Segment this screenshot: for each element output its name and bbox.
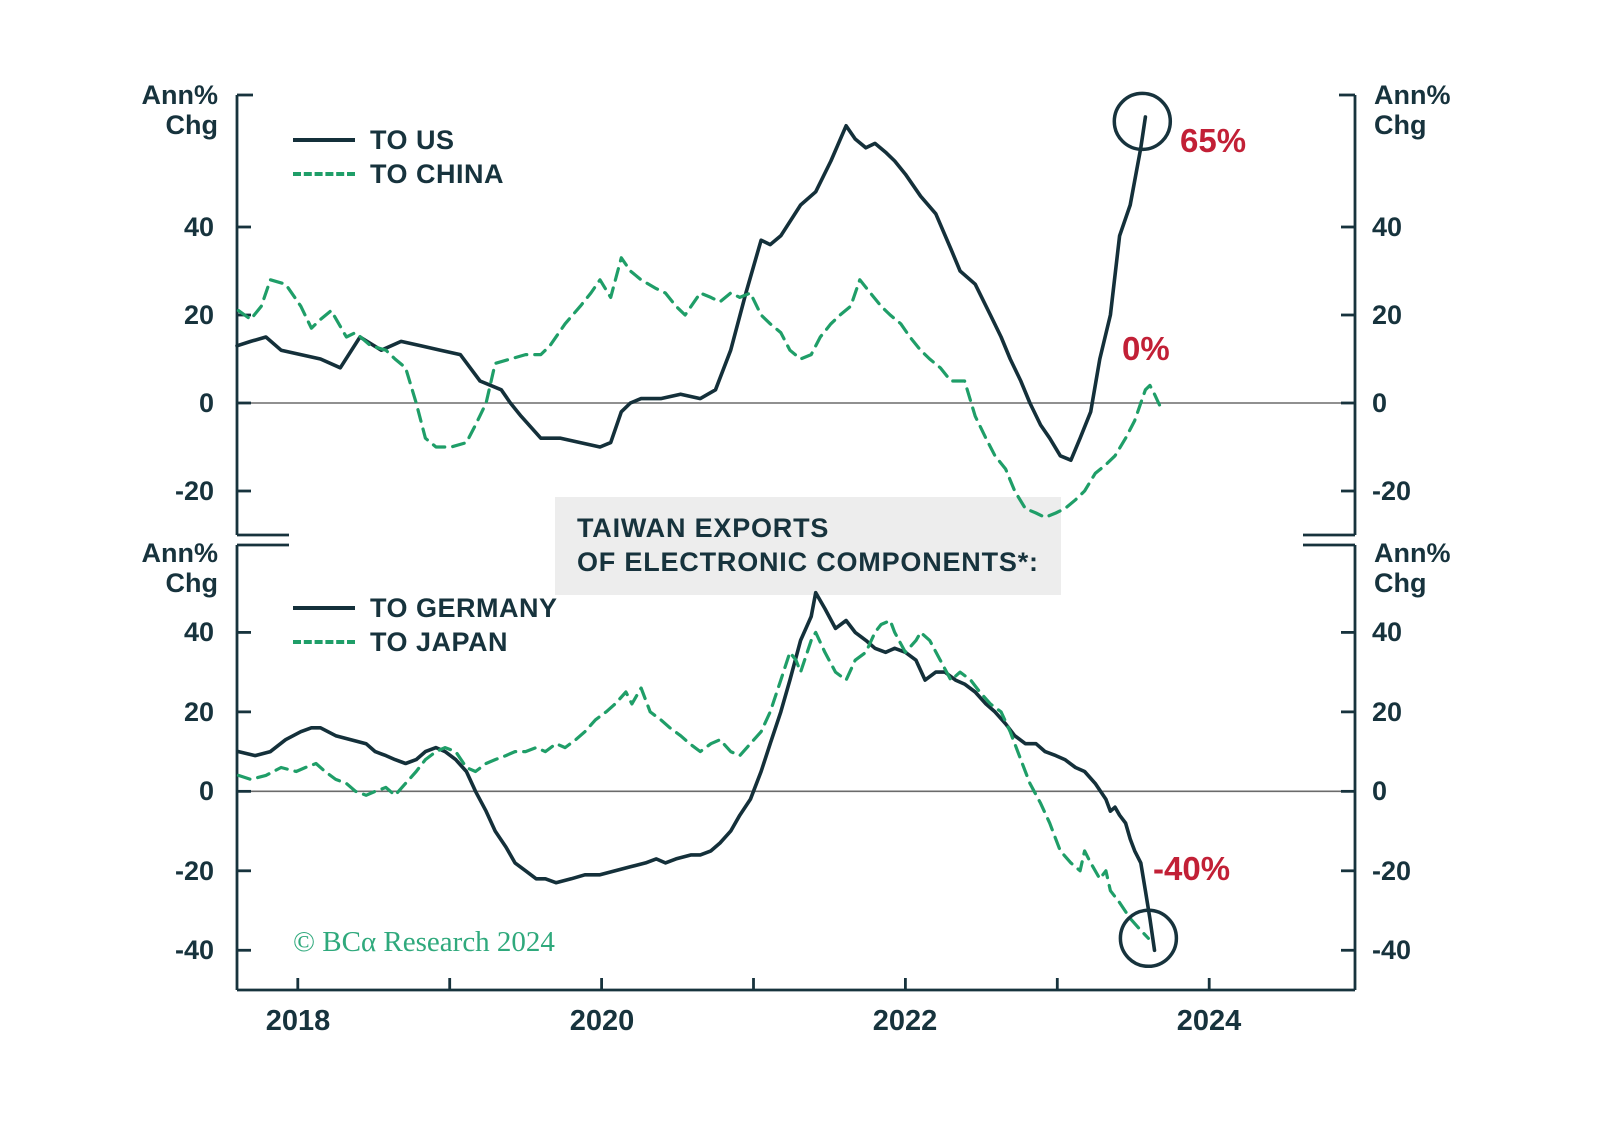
ytick-label: -20	[174, 856, 214, 886]
axis-unit-ann: Ann%	[1374, 538, 1451, 568]
ytick-label: 40	[183, 617, 214, 647]
ytick-label: 40	[183, 212, 214, 242]
ytick-label: 20	[1372, 697, 1403, 727]
ytick-label: 0	[198, 776, 214, 806]
legend-item-to-germany: TO GERMANY	[293, 591, 558, 625]
dashed-line-swatch-icon	[293, 640, 355, 644]
axis-unit-top-right: Ann% Chg	[1374, 80, 1466, 140]
ytick-label: -40	[174, 935, 214, 965]
ytick-label: -40	[1372, 935, 1412, 965]
legend-label: TO US	[370, 124, 455, 155]
series-to-japan	[236, 618, 1151, 940]
annotation-0-percent: 0%	[1122, 330, 1170, 367]
annotation-65-percent: 65%	[1180, 122, 1247, 159]
ytick-label: 0	[1372, 776, 1388, 806]
dashed-line-swatch-icon	[293, 172, 355, 176]
legend-label: TO CHINA	[370, 158, 505, 189]
ytick-label: -20	[1372, 476, 1412, 506]
series-to-china	[236, 256, 1163, 520]
series-to-us	[235, 115, 1148, 463]
xtick-label-2024: 2024	[1176, 1005, 1242, 1037]
axis-unit-ann: Ann%	[141, 80, 219, 110]
annotation-circle	[1118, 908, 1179, 969]
axis-unit-top-left: Ann% Chg	[126, 80, 219, 140]
legend-item-to-japan: TO JAPAN	[293, 625, 558, 659]
ytick-label: 40	[1372, 617, 1403, 647]
bca-research-copyright: © BCα Research 2024	[293, 926, 555, 958]
series-to-germany	[236, 590, 1157, 953]
legend-bottom-panel: TO GERMANY TO JAPAN	[293, 591, 558, 659]
axis-unit-chg: Chg	[1374, 110, 1427, 140]
legend-label: TO GERMANY	[370, 592, 558, 623]
legend-item-to-us: TO US	[293, 123, 504, 157]
axis-unit-chg: Chg	[165, 110, 218, 140]
axis-unit-chg: Chg	[1374, 568, 1427, 598]
legend-label: TO JAPAN	[370, 626, 509, 657]
ytick-label: 20	[183, 697, 214, 727]
panel-top	[235, 91, 1357, 537]
legend-item-to-china: TO CHINA	[293, 157, 504, 191]
ytick-label: 0	[1372, 388, 1388, 418]
axis-unit-chg: Chg	[165, 568, 218, 598]
chart-title: TAIWAN EXPORTS OF ELECTRONIC COMPONENTS*…	[555, 497, 1061, 595]
axis-unit-ann: Ann%	[1374, 80, 1451, 110]
annotation-circle	[1112, 91, 1173, 152]
axis-unit-ann: Ann%	[141, 538, 219, 568]
panel-bottom	[235, 543, 1357, 990]
annotation-minus-40-percent: -40%	[1153, 850, 1231, 887]
ytick-label: 20	[1372, 300, 1403, 330]
xtick-label-2020: 2020	[569, 1005, 635, 1037]
ytick-label: -20	[1372, 856, 1412, 886]
xtick-label-2022: 2022	[872, 1005, 938, 1037]
xtick-label-2018: 2018	[265, 1005, 331, 1037]
legend-top-panel: TO US TO CHINA	[293, 123, 504, 191]
axis-unit-bottom-left: Ann% Chg	[126, 538, 219, 598]
solid-line-swatch-icon	[293, 606, 355, 610]
solid-line-swatch-icon	[293, 138, 355, 142]
ytick-label: 20	[183, 300, 214, 330]
ytick-label: -20	[174, 476, 214, 506]
chart-title-line2: OF ELECTRONIC COMPONENTS*:	[577, 547, 1039, 577]
ytick-label: 40	[1372, 212, 1403, 242]
ytick-label: 0	[198, 388, 214, 418]
chart-title-line1: TAIWAN EXPORTS	[577, 513, 830, 543]
axis-unit-bottom-right: Ann% Chg	[1374, 538, 1466, 598]
